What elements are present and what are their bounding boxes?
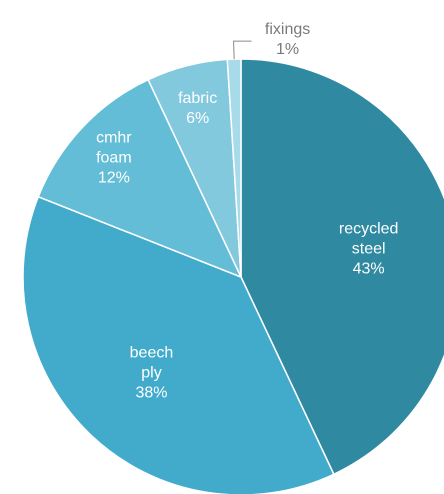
- slice-percent: 6%: [186, 110, 209, 127]
- slice-label-recycled-steel: recycled steel 43%: [339, 220, 399, 277]
- slice-label-line: recycled: [339, 220, 399, 237]
- slice-percent: 1%: [276, 41, 299, 58]
- pie-labels: recycled steel 43% beech ply 38% cmhr foam 12% fa…: [96, 21, 398, 401]
- slice-label-line: steel: [352, 240, 386, 257]
- pie-slice-recycled-steel: [240, 58, 444, 476]
- slice-percent: 12%: [98, 170, 130, 187]
- slice-label-line: ply: [141, 364, 161, 381]
- slice-label-line: cmhr: [96, 130, 132, 147]
- slice-label-fixings: fixings 1%: [265, 21, 310, 58]
- pie-slice-fixings: [226, 58, 242, 278]
- slice-label-line: fixings: [265, 21, 310, 38]
- slice-label-beech-ply: beech ply 38%: [130, 344, 174, 401]
- pie-slice-beech-ply: [22, 195, 335, 494]
- leader-line-fixings: [233, 40, 252, 60]
- slice-label-line: beech: [130, 344, 174, 361]
- pie-slice-cmhr-foam: [37, 78, 243, 279]
- slice-label-line: foam: [96, 150, 132, 167]
- slice-percent: 38%: [135, 384, 167, 401]
- slice-label-cmhr-foam: cmhr foam 12%: [96, 130, 132, 187]
- slice-label-line: fabric: [178, 90, 217, 107]
- slice-label-fabric: fabric 6%: [178, 90, 217, 127]
- pie-slices: [22, 58, 444, 494]
- slice-percent: 43%: [353, 260, 385, 277]
